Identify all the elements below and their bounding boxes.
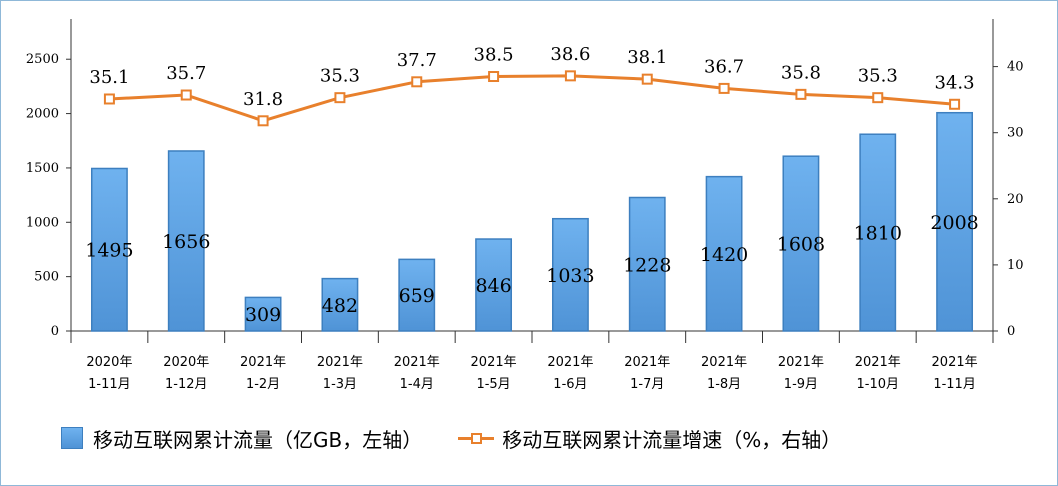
bar [551,217,589,332]
bar-data-label: 1495 [85,240,133,262]
right-tick-label: 20 [1007,192,1024,207]
legend-bar-swatch [61,427,83,449]
x-tick-label-year: 2021年 [855,355,901,370]
x-tick-label-period: 1-10月 [856,377,899,392]
left-tick-label: 500 [34,270,59,285]
bar [782,155,820,332]
x-tick-label-period: 1-8月 [707,377,741,392]
x-tick-label-period: 1-6月 [553,377,587,392]
bar [167,150,205,332]
left-tick-label: 0 [51,324,59,339]
x-tick-label-year: 2020年 [86,355,132,370]
right-tick-label: 0 [1007,324,1015,339]
bar-data-label: 1656 [162,231,210,253]
line-point [795,88,807,100]
left-tick-label: 2000 [26,107,59,122]
bar [936,111,974,332]
line-data-label: 35.1 [89,67,129,88]
x-tick-label-year: 2021年 [240,355,286,370]
x-tick-label-period: 1-9月 [784,377,818,392]
x-tick-label-year: 2021年 [701,355,747,370]
x-tick-label-year: 2021年 [471,355,517,370]
line-point [180,89,192,101]
x-tick-label-period: 1-4月 [400,377,434,392]
bar [475,238,513,332]
bar-data-label: 659 [399,285,435,307]
line-point [564,70,576,82]
line-point [488,71,500,83]
line-data-label: 35.7 [166,63,206,84]
bar [705,175,743,332]
x-tick-label-year: 2021年 [317,355,363,370]
legend-line-swatch [458,428,495,448]
x-tick-label-year: 2021年 [624,355,670,370]
right-tick-label: 30 [1007,126,1024,141]
bar-data-label: 482 [322,295,358,317]
legend-line-label: 移动互联网累计流量增速（%，右轴） [502,427,842,452]
bar-data-label: 1608 [777,234,825,256]
bar-data-label: 1810 [854,223,902,245]
bar [244,296,282,332]
bar [859,133,897,332]
line-data-label: 38.1 [627,47,667,68]
x-tick-label-period: 1-12月 [165,377,208,392]
line-point [103,93,115,105]
x-tick-label-period: 1-5月 [476,377,510,392]
line-point [718,82,730,94]
x-tick-label-year: 2020年 [163,355,209,370]
x-tick-label-period: 1-2月 [246,377,280,392]
x-tick-label-period: 1-11月 [88,377,131,392]
growth-line [109,74,955,123]
x-tick-label-period: 1-7月 [630,377,664,392]
line-data-label: 35.8 [781,62,821,83]
left-tick-label: 2500 [26,52,59,67]
x-tick-label-year: 2021年 [394,355,440,370]
bar-data-label: 1228 [623,254,671,276]
right-tick-label: 10 [1007,258,1024,273]
line-data-label: 37.7 [397,50,437,71]
bar-data-label: 1033 [546,265,594,287]
combo-chart: 0 500 1000 1500 2000 2500 0 10 20 30 40 2020年 1-11月 2… [26,19,1024,392]
legend: 移动互联网累计流量（亿GB，左轴） 移动互联网累计流量增速（%，右轴） [61,421,1041,455]
bar [321,277,359,332]
line-point [872,92,884,104]
bar-data-label: 846 [475,275,511,297]
bar-data-label: 1420 [700,244,748,266]
line-data-label: 34.3 [935,72,975,93]
x-tick-label-period: 1-11月 [933,377,976,392]
line-point [641,73,653,85]
line-data-label: 36.7 [704,56,744,77]
line-point [257,115,269,127]
bar [628,196,666,332]
x-tick-label-year: 2021年 [932,355,978,370]
line-data-label: 35.3 [858,66,898,87]
bar-data-label: 2008 [930,212,978,234]
bar-data-label: 309 [245,304,281,326]
line-point [411,76,423,88]
legend-item-bar: 移动互联网累计流量（亿GB，左轴） [61,424,422,453]
bar [398,258,436,332]
x-tick-label-year: 2021年 [547,355,593,370]
left-tick-label: 1500 [26,161,59,176]
line-data-label: 38.6 [550,44,590,65]
x-tick-label-year: 2021年 [778,355,824,370]
bar [90,167,128,332]
line-point [334,92,346,104]
legend-item-line: 移动互联网累计流量增速（%，右轴） [422,424,841,453]
line-data-label: 35.3 [320,66,360,87]
line-data-label: 31.8 [243,89,283,110]
left-tick-label: 1000 [26,215,59,230]
line-point [949,98,961,110]
legend-bar-label: 移动互联网累计流量（亿GB，左轴） [93,427,423,452]
right-tick-label: 40 [1007,60,1024,75]
x-tick-label-period: 1-3月 [323,377,357,392]
line-data-label: 38.5 [474,45,514,66]
